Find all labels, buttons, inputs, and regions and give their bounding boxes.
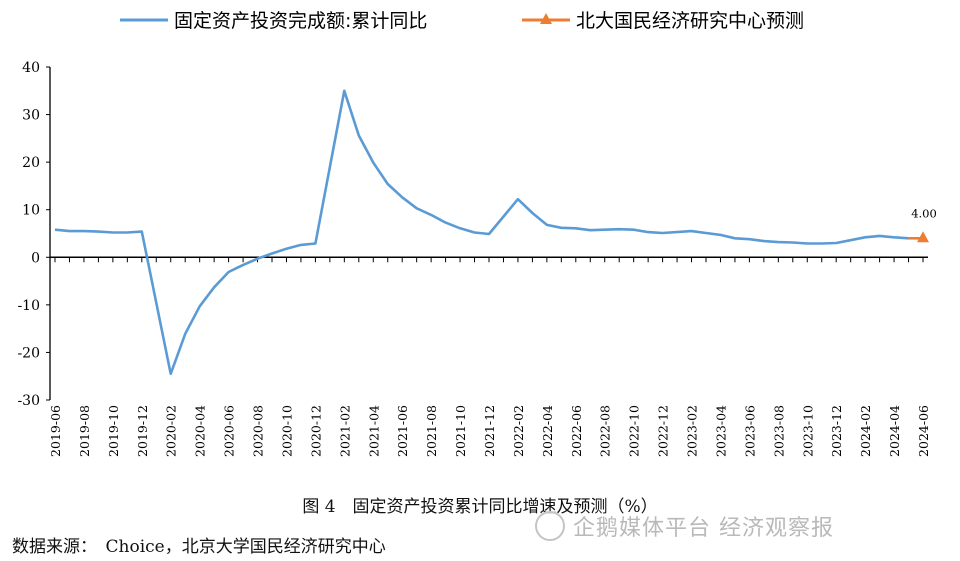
penguin-logo-icon [535, 511, 565, 541]
x-tick-label: 2024-06 [916, 405, 931, 457]
x-tick-label: 2023-02 [685, 405, 700, 457]
x-tick-label: 2022-12 [656, 405, 671, 457]
x-tick-label: 2022-08 [598, 405, 613, 457]
y-tick-label: 40 [22, 60, 40, 76]
x-tick-label: 2023-04 [713, 405, 728, 457]
y-tick-label: -30 [17, 393, 40, 409]
series-layer: 4.00 [54, 89, 937, 376]
y-tick-label: -20 [17, 345, 40, 361]
x-tick-label: 2023-06 [742, 405, 757, 457]
x-tick-label: 2023-08 [771, 405, 786, 457]
x-tick-label: 2021-12 [482, 405, 497, 457]
x-tick-label: 2024-02 [858, 405, 873, 457]
figure-caption: 图 4 固定资产投资累计同比增速及预测（%） [302, 497, 658, 517]
x-tick-label: 2022-06 [569, 405, 584, 457]
x-tick-label: 2020-12 [308, 405, 323, 457]
x-tick-label: 2019-10 [106, 405, 121, 457]
x-tick-label: 2019-06 [48, 405, 63, 457]
legend-label-fixed-asset-investment: 固定资产投资完成额:累计同比 [174, 10, 427, 32]
data-source-note: 数据来源： Choice，北京大学国民经济研究中心 [12, 537, 386, 557]
y-tick-label: 20 [22, 155, 40, 171]
forecast-point-marker [917, 231, 929, 243]
x-tick-label: 2022-10 [627, 405, 642, 457]
chart-legend: 固定资产投资完成额:累计同比 北大国民经济研究中心预测 [120, 10, 804, 32]
y-axis: 40 30 20 10 0 -10 -20 -30 [17, 60, 51, 409]
forecast-data-label: 4.00 [911, 206, 937, 220]
y-tick-label: 10 [22, 203, 40, 219]
x-tick-label: 2020-02 [164, 405, 179, 457]
x-axis: 2019-06 2019-08 2019-10 2019-12 2020-02 2020-… [48, 256, 931, 457]
watermark-text: 企鹅媒体平台 经济观察报 [573, 516, 834, 541]
x-tick-label: 2021-04 [366, 405, 381, 457]
x-tick-label: 2023-12 [829, 405, 844, 457]
x-tick-label: 2020-10 [279, 405, 294, 457]
x-tick-label: 2024-04 [887, 405, 902, 457]
x-tick-label: 2020-04 [193, 405, 208, 457]
watermark: 企鹅媒体平台 经济观察报 [535, 510, 834, 542]
y-tick-label: 30 [22, 108, 40, 124]
x-tick-label: 2019-12 [135, 405, 150, 457]
x-tick-label: 2022-02 [511, 405, 526, 457]
legend-triangle-marker [540, 13, 552, 24]
x-tick-label: 2022-04 [540, 405, 555, 457]
x-tick-label: 2020-06 [222, 405, 237, 457]
y-tick-label: 0 [31, 250, 40, 266]
x-tick-label: 2021-08 [424, 405, 439, 457]
legend-label-forecast: 北大国民经济研究中心预测 [576, 10, 804, 32]
x-tick-label: 2021-10 [453, 405, 468, 457]
x-tick-label: 2021-06 [395, 405, 410, 457]
line-chart: 固定资产投资完成额:累计同比 北大国民经济研究中心预测 40 30 20 10 0 -10 -… [17, 10, 937, 457]
x-tick-label: 2023-10 [800, 405, 815, 457]
x-tick-label: 2021-02 [337, 405, 352, 457]
x-tick-label: 2020-08 [251, 405, 266, 457]
y-tick-label: -10 [17, 298, 40, 314]
x-tick-label: 2019-08 [77, 405, 92, 457]
fixed-asset-investment-line [54, 89, 909, 376]
